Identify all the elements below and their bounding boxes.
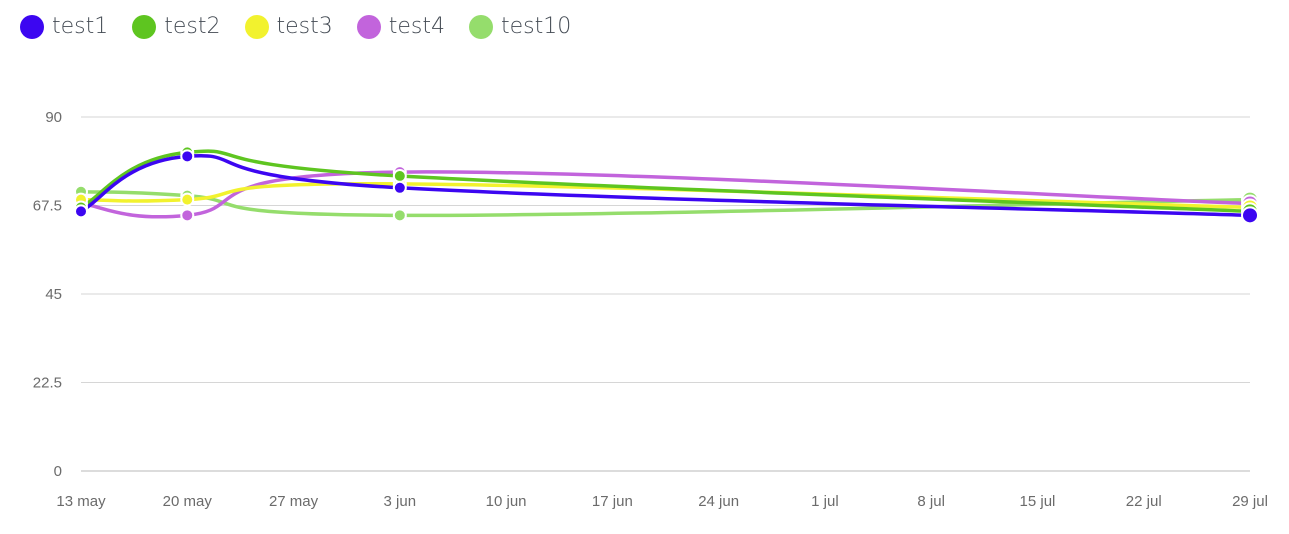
x-tick-label: 22 jul: [1126, 493, 1162, 510]
y-tick-label: 22.5: [33, 375, 62, 392]
x-tick-label: 20 may: [163, 493, 213, 510]
legend-marker-icon: [244, 14, 269, 39]
legend-item-test3[interactable]: test3: [244, 14, 333, 39]
legend-item-test2[interactable]: test2: [132, 14, 221, 39]
x-tick-label: 13 may: [56, 493, 106, 510]
x-tick-label: 17 jun: [592, 493, 633, 510]
data-point-test1: [392, 180, 407, 195]
y-tick-label: 45: [45, 286, 62, 303]
legend-item-test10[interactable]: test10: [469, 14, 571, 39]
data-point-test4: [180, 208, 195, 223]
series-line-test2: [79, 149, 1252, 214]
legend-label: test2: [164, 14, 221, 39]
data-point-test1: [74, 204, 88, 219]
legend-marker-icon: [356, 14, 381, 39]
x-tick-label: 24 jun: [698, 493, 739, 510]
legend-label: test1: [52, 14, 109, 39]
legend-item-test1[interactable]: test1: [20, 14, 108, 39]
y-tick-label: 67.5: [33, 198, 62, 215]
data-point-test3: [180, 192, 195, 207]
series-line-test1: [79, 154, 1252, 218]
y-tick-label: 0: [54, 463, 62, 480]
x-tick-label: 10 jun: [486, 493, 527, 510]
data-point-test1: [180, 149, 195, 164]
x-tick-label: 1 jul: [811, 493, 839, 510]
x-tick-label: 29 jul: [1232, 493, 1268, 510]
legend-label: test4: [388, 14, 445, 39]
legend-marker-icon: [20, 14, 44, 39]
legend-label: test3: [276, 14, 333, 39]
x-tick-label: 15 jul: [1020, 493, 1056, 510]
chart-legend: test1 test2 test3 test4 test10: [20, 14, 595, 39]
x-tick-label: 27 may: [269, 493, 319, 510]
legend-label: test10: [501, 14, 572, 39]
legend-marker-icon: [132, 14, 157, 39]
y-tick-label: 90: [45, 109, 62, 126]
data-point-test2: [392, 169, 407, 183]
x-tick-label: 3 jun: [384, 493, 417, 510]
x-tick-label: 8 jul: [917, 493, 945, 510]
data-point-test10: [392, 208, 407, 223]
legend-marker-icon: [469, 14, 493, 39]
legend-item-test4[interactable]: test4: [356, 14, 445, 39]
data-point-test1: [1241, 206, 1259, 225]
